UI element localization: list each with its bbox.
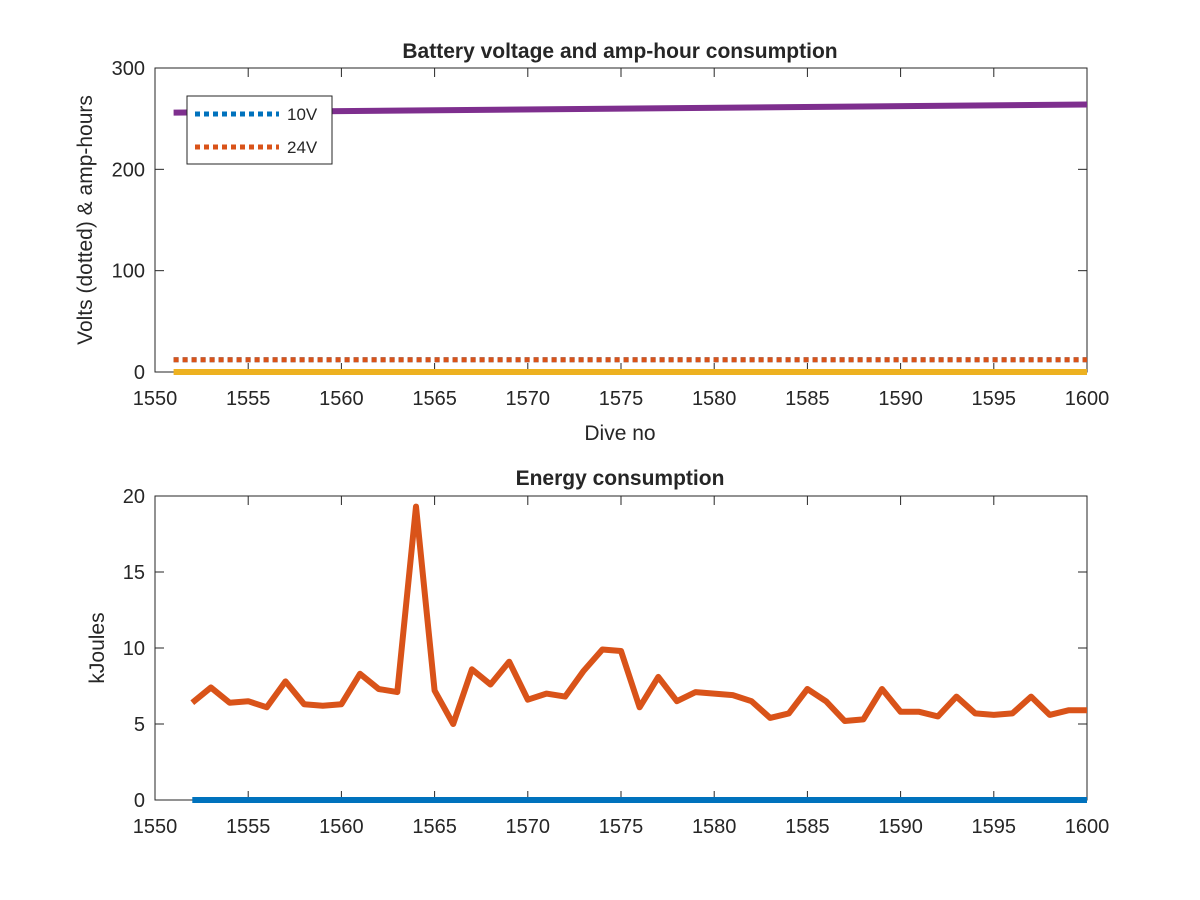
energy-x-tick-label: 1560 [319,816,364,838]
legend-label-24V: 24V [287,138,318,157]
voltage-legend: 10V 24V [186,95,333,165]
energy-x-tick-label: 1600 [1065,816,1110,838]
voltage-chart-ylabel: Volts (dotted) & amp-hours [74,95,97,345]
voltage-x-tick-label: 1600 [1065,388,1110,410]
voltage-x-tick-label: 1575 [599,388,644,410]
energy-x-tick-label: 1595 [972,816,1017,838]
energy-x-tick-label: 1565 [412,816,457,838]
voltage-y-tick-label: 300 [112,58,145,80]
energy-x-tick-label: 1590 [878,816,923,838]
voltage-amp-hour-chart: Battery voltage and amp-hour consumption… [74,40,1109,445]
energy-y-tick-label: 5 [134,714,145,736]
voltage-x-tick-label: 1550 [133,388,178,410]
legend-box [186,95,333,165]
voltage-chart-xlabel: Dive no [584,422,655,445]
energy-x-tick-label: 1550 [133,816,178,838]
voltage-x-tick-label: 1590 [878,388,923,410]
voltage-x-tick-label: 1555 [226,388,271,410]
voltage-x-tick-label: 1580 [692,388,737,410]
energy-y-tick-label: 0 [134,790,145,812]
voltage-chart-title: Battery voltage and amp-hour consumption [402,40,837,63]
voltage-x-tick-label: 1585 [785,388,830,410]
energy-consumption-chart: Energy consumption kJoules 1550 1555 1560 1… [86,467,1109,838]
energy-x-tick-label: 1570 [506,816,551,838]
legend-label-10V: 10V [287,105,318,124]
voltage-y-tick-label: 100 [112,261,145,283]
energy-y-tick-label: 10 [123,638,145,660]
energy-x-tick-label: 1555 [226,816,271,838]
energy-x-tick-label: 1580 [692,816,737,838]
energy-y-tick-label: 15 [123,562,145,584]
energy-series-line-1 [190,503,1087,727]
energy-y-tick-label: 20 [123,486,145,508]
voltage-y-tick-label: 200 [112,159,145,181]
voltage-y-tick-label: 0 [134,362,145,384]
energy-x-tick-label: 1575 [599,816,644,838]
energy-chart-ylabel: kJoules [86,612,109,683]
voltage-x-tick-label: 1595 [972,388,1017,410]
voltage-x-tick-label: 1560 [319,388,364,410]
energy-x-tick-label: 1585 [785,816,830,838]
voltage-x-tick-label: 1570 [506,388,551,410]
energy-chart-title: Energy consumption [516,467,725,490]
voltage-x-tick-label: 1565 [412,388,457,410]
